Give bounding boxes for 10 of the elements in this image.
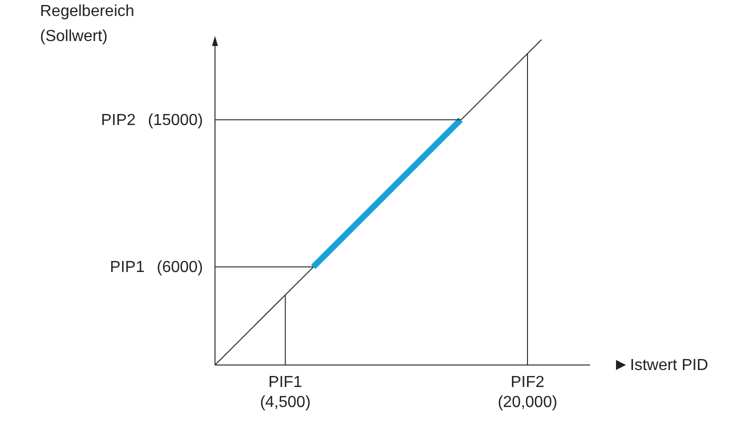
x-tick-label: (20,000) — [498, 394, 558, 411]
y-tick-label: (6000) — [156, 258, 203, 276]
text: PIP2 — [101, 112, 136, 129]
text: PIP1 — [110, 258, 145, 276]
x-axis-title: Istwert PID — [630, 357, 708, 374]
y-axis-title: Regelbereich (Sollwert) — [40, 3, 134, 45]
text: PIF1 — [268, 374, 302, 391]
text: PIF2 — [510, 374, 544, 391]
y-tick-label: (15000) — [148, 112, 203, 129]
x-tick-label: (4,500) — [260, 394, 311, 411]
